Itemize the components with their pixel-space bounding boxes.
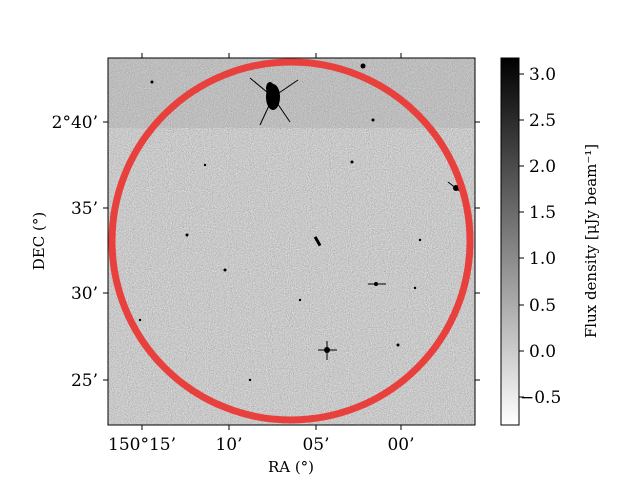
colorbar-label: Flux density [μJy beam⁻¹] <box>582 144 600 338</box>
x-tick-label: 05’ <box>302 435 329 455</box>
fov-ring <box>108 58 474 424</box>
x-tick-label: 10’ <box>215 435 242 455</box>
colorbar-tick-label: 2.5 <box>529 111 556 131</box>
radio-image <box>108 58 475 425</box>
colorbar-tick-label: 0.5 <box>529 296 556 316</box>
image-frame <box>107 57 476 426</box>
y-axis-label: DEC (°) <box>30 212 48 270</box>
y-tick-label: 30’ <box>71 284 98 304</box>
colorbar-tick-labels: 3.0 2.5 2.0 1.5 1.0 0.5 0.0 −0.5 <box>520 65 561 408</box>
colorbar-tick-label: −0.5 <box>520 388 561 408</box>
colorbar: 3.0 2.5 2.0 1.5 1.0 0.5 0.0 −0.5 Flux de… <box>500 57 600 426</box>
colorbar-gradient <box>500 57 520 426</box>
colorbar-tick-label: 1.0 <box>529 249 556 269</box>
colorbar-tick-label: 0.0 <box>529 342 556 362</box>
colorbar-tick-label: 1.5 <box>529 203 556 223</box>
x-axis-label: RA (°) <box>268 458 314 476</box>
colorbar-tick-label: 3.0 <box>529 65 556 85</box>
colorbar-ticks <box>519 73 524 398</box>
x-tick-label: 00’ <box>387 435 414 455</box>
y-tick-label: 25’ <box>71 371 98 391</box>
bright-source <box>249 77 299 126</box>
x-ticks <box>141 53 402 430</box>
x-tick-label: 150°15’ <box>108 435 176 455</box>
y-tick-label: 2°40’ <box>52 113 98 133</box>
y-ticks <box>103 121 480 381</box>
point-sources <box>138 63 467 382</box>
colorbar-tick-label: 2.0 <box>529 157 556 177</box>
y-tick-labels: 2°40’ 35’ 30’ 25’ <box>52 113 98 391</box>
x-tick-labels: 150°15’ 10’ 05’ 00’ <box>108 435 415 455</box>
y-tick-label: 35’ <box>71 199 98 219</box>
